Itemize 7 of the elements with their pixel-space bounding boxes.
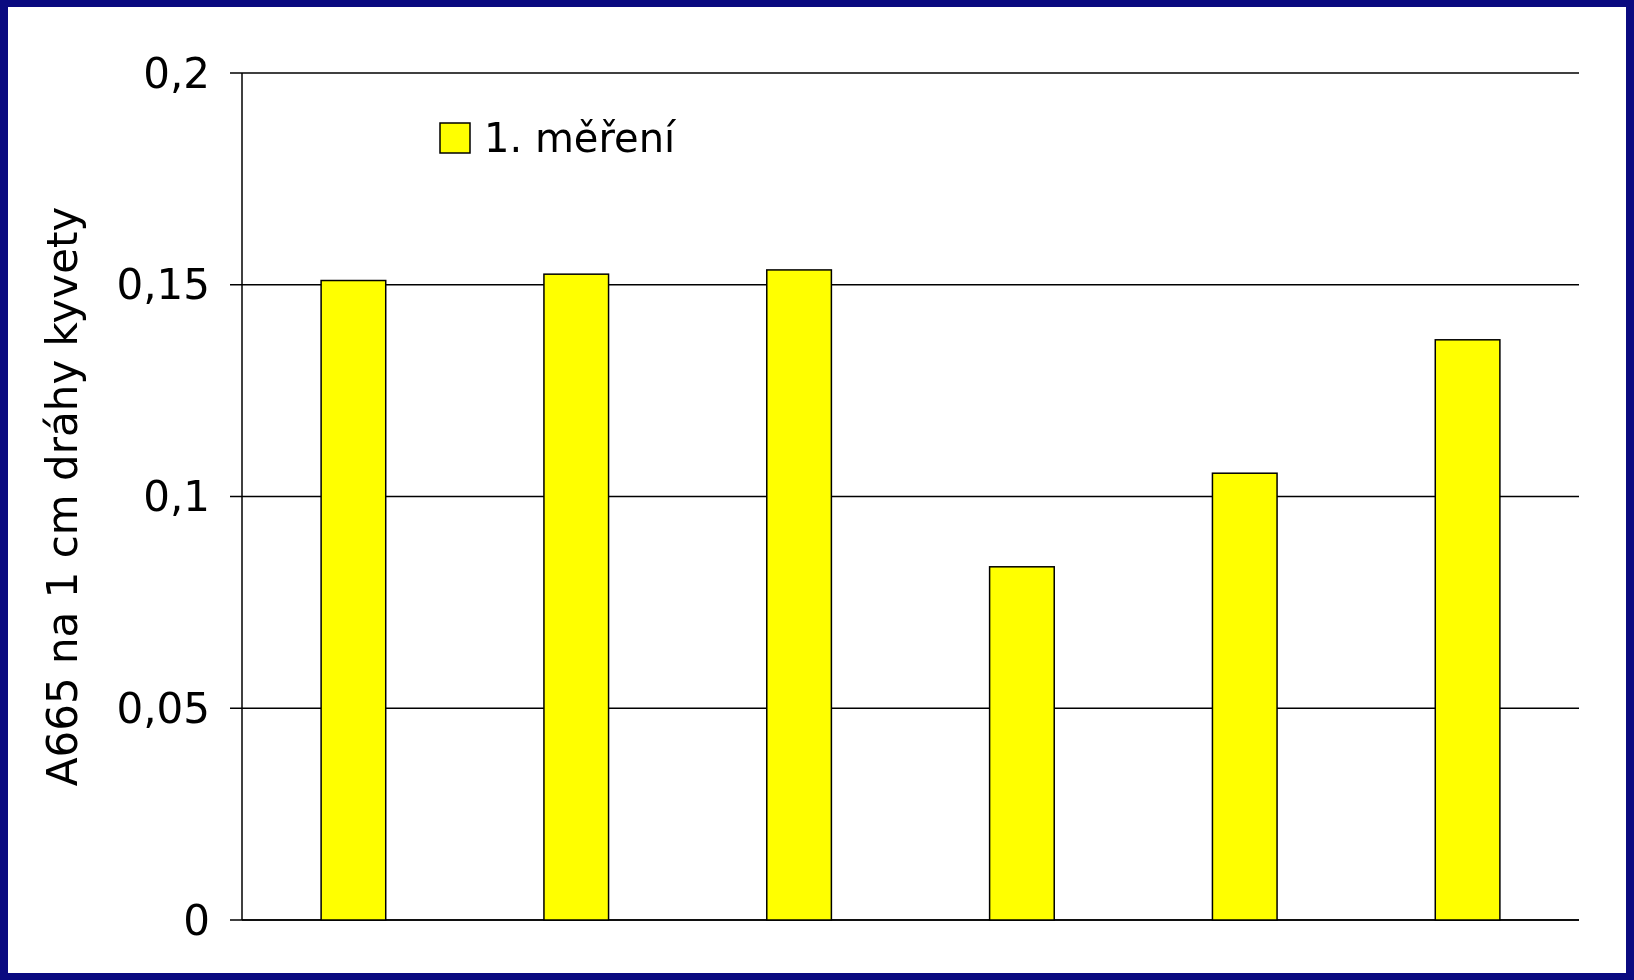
y-tick-label: 0,15	[116, 260, 210, 310]
y-tick-label: 0,05	[116, 683, 210, 733]
y-tick-label: 0,1	[143, 472, 210, 522]
y-tick-label: 0	[183, 895, 210, 945]
legend-label: 1. měření	[484, 115, 677, 161]
y-axis-title: A665 na 1 cm dráhy kyvety	[37, 206, 87, 787]
y-tick-label: 0,2	[143, 48, 210, 98]
